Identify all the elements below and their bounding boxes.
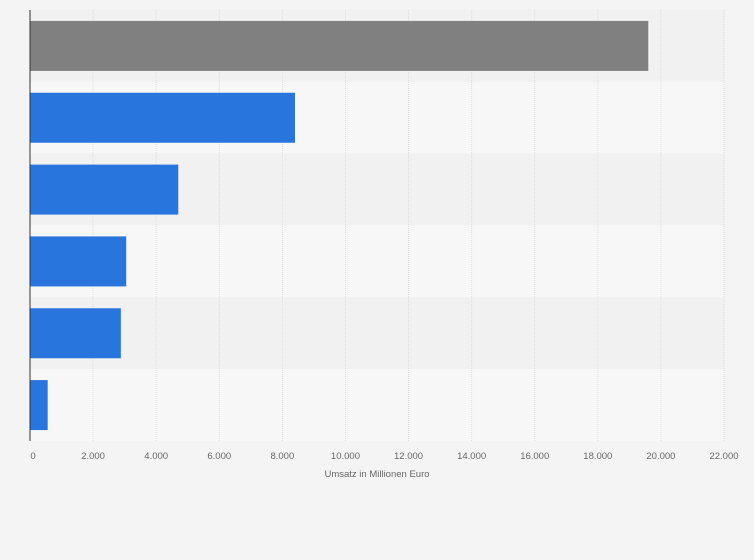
x-tick-label-1: 2.000	[81, 451, 105, 462]
bar-0	[30, 20, 649, 71]
x-tick-label-11: 22.000	[709, 451, 738, 462]
bar-1	[30, 92, 295, 143]
x-tick-label-4: 8.000	[270, 451, 294, 462]
x-tick-label-5: 10.000	[331, 451, 360, 462]
bar-4	[30, 308, 121, 359]
row-band-5	[30, 369, 724, 441]
bar-5	[30, 380, 48, 431]
x-tick-label-7: 14.000	[457, 451, 486, 462]
x-tick-label-10: 20.000	[646, 451, 675, 462]
row-bands	[30, 10, 724, 441]
x-tick-label-3: 6.000	[207, 451, 231, 462]
x-tick-label-0: 0	[30, 451, 35, 462]
bar-2	[30, 164, 179, 215]
bar-3	[30, 236, 127, 287]
row-band-4	[30, 297, 724, 370]
x-tick-labels: 0 2.000 4.000 6.000 8.000 10.000 12.000 14.000 1…	[30, 451, 738, 462]
x-tick-label-2: 4.000	[144, 451, 168, 462]
row-band-3	[30, 225, 724, 298]
bars	[30, 20, 649, 431]
x-axis-title: Umsatz in Millionen Euro	[324, 469, 429, 480]
x-tick-label-9: 18.000	[583, 451, 612, 462]
x-tick-label-8: 16.000	[520, 451, 549, 462]
x-tick-label-6: 12.000	[394, 451, 423, 462]
